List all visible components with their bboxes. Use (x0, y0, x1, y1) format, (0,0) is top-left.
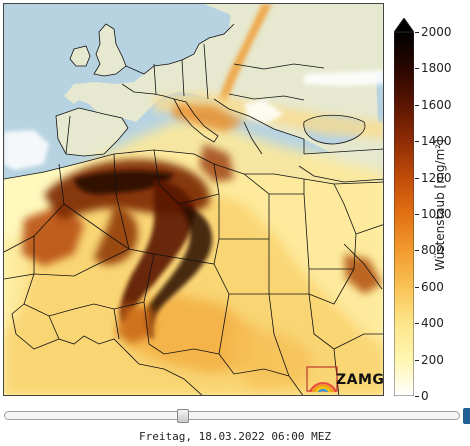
colorbar-tick-label: 0 (421, 389, 429, 403)
logo-text: ZAMG (336, 372, 385, 388)
colorbar-tick (415, 177, 419, 179)
zamg-logo: ZAMG (306, 366, 384, 394)
colorbar-title: Wüstenstaub [mg/m²] (433, 139, 447, 271)
colorbar-tick-label: 1400 (421, 134, 452, 149)
colorbar-extend-arrow (394, 18, 414, 33)
dust-map (3, 3, 384, 396)
colorbar-tick (415, 396, 419, 397)
scrollbar-edge[interactable] (463, 408, 470, 424)
colorbar-tick-label: 400 (421, 316, 444, 331)
colorbar-tick-label: 1000 (421, 207, 452, 221)
colorbar-tick (415, 214, 419, 215)
colorbar (394, 18, 414, 396)
timestamp: Freitag, 18.03.2022 06:00 MEZ (138, 430, 332, 443)
colorbar-tick (415, 104, 419, 106)
colorbar-fill (394, 31, 414, 396)
rainbow-icon (306, 366, 338, 393)
dust-core (22, 144, 382, 344)
colorbar-tick-label: 2000 (421, 25, 452, 39)
caspian-sea (376, 72, 383, 124)
colorbar-tick-label: 1200 (421, 170, 452, 185)
map-canvas (4, 4, 383, 395)
colorbar-tick-label: 1600 (421, 97, 452, 112)
colorbar-tick (415, 359, 419, 361)
colorbar-tick-label: 800 (421, 243, 444, 258)
colorbar-tick-label: 600 (421, 279, 444, 294)
time-slider[interactable] (4, 409, 460, 423)
colorbar-tick (415, 250, 419, 252)
colorbar-tick-label: 200 (421, 352, 444, 367)
colorbar-tick (415, 141, 419, 143)
colorbar-tick (415, 32, 419, 33)
colorbar-tick (415, 286, 419, 288)
colorbar-tick-label: 1800 (421, 61, 452, 76)
slider-thumb[interactable] (177, 409, 190, 423)
slider-track[interactable] (4, 411, 460, 420)
clear-air (4, 70, 383, 170)
colorbar-tick (415, 323, 419, 325)
colorbar-tick (415, 68, 419, 70)
borders (4, 23, 383, 395)
